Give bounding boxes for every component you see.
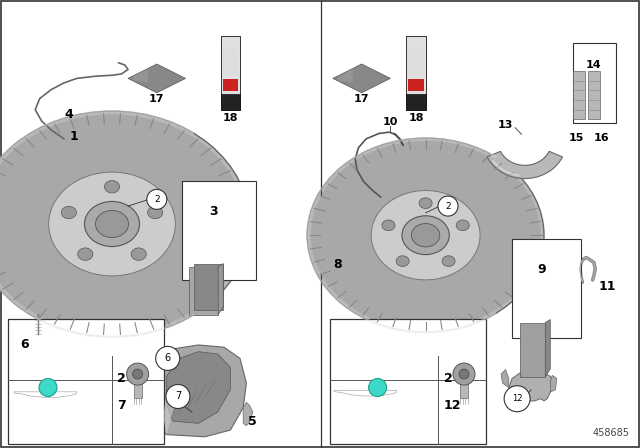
Bar <box>330 319 486 444</box>
Text: 17: 17 <box>149 94 164 103</box>
Ellipse shape <box>84 202 140 246</box>
Text: 9: 9 <box>538 263 547 276</box>
Text: 12: 12 <box>444 399 461 412</box>
Text: 17: 17 <box>354 94 369 103</box>
Polygon shape <box>520 323 545 377</box>
Polygon shape <box>333 64 390 93</box>
Polygon shape <box>132 376 143 383</box>
Polygon shape <box>163 390 179 435</box>
Ellipse shape <box>131 248 147 260</box>
Polygon shape <box>550 375 557 392</box>
Text: 7: 7 <box>117 399 126 412</box>
Bar <box>408 79 424 90</box>
Polygon shape <box>189 267 218 314</box>
Ellipse shape <box>382 220 395 231</box>
Text: 4: 4 <box>65 108 74 121</box>
Bar <box>512 239 581 338</box>
Text: 15: 15 <box>568 133 584 143</box>
Circle shape <box>127 363 148 385</box>
Circle shape <box>459 369 469 379</box>
Bar <box>223 79 238 90</box>
Polygon shape <box>487 151 563 179</box>
Polygon shape <box>166 352 230 423</box>
Polygon shape <box>458 376 470 383</box>
Ellipse shape <box>95 211 129 237</box>
Ellipse shape <box>148 206 163 219</box>
Bar <box>573 43 616 123</box>
Text: 18: 18 <box>223 113 238 123</box>
Text: 3: 3 <box>209 205 218 218</box>
Ellipse shape <box>456 220 469 231</box>
Text: 14: 14 <box>586 60 602 70</box>
Polygon shape <box>509 370 554 401</box>
Text: 5: 5 <box>248 414 257 428</box>
Ellipse shape <box>419 198 432 208</box>
Polygon shape <box>150 345 246 437</box>
Circle shape <box>166 384 190 409</box>
Ellipse shape <box>49 172 175 276</box>
Text: 18: 18 <box>408 113 424 123</box>
Circle shape <box>453 363 475 385</box>
Text: 13: 13 <box>498 120 513 129</box>
Ellipse shape <box>0 115 246 333</box>
Text: 12: 12 <box>512 394 522 403</box>
Polygon shape <box>588 71 600 119</box>
Bar <box>221 36 240 110</box>
Circle shape <box>504 386 530 412</box>
Ellipse shape <box>402 216 449 254</box>
Circle shape <box>438 196 458 216</box>
Text: 2: 2 <box>154 195 159 204</box>
Text: 1: 1 <box>69 130 78 143</box>
Bar <box>8 319 164 444</box>
Circle shape <box>39 379 57 396</box>
Text: 2: 2 <box>444 372 452 385</box>
Polygon shape <box>460 383 468 398</box>
Text: 16: 16 <box>594 133 609 143</box>
Polygon shape <box>218 263 223 314</box>
Text: 2: 2 <box>445 202 451 211</box>
Text: 6: 6 <box>164 353 171 363</box>
Polygon shape <box>501 370 509 388</box>
Ellipse shape <box>396 256 409 267</box>
Ellipse shape <box>0 111 250 337</box>
Bar <box>182 181 256 280</box>
Ellipse shape <box>61 206 76 219</box>
Bar <box>406 94 426 110</box>
Bar <box>408 49 424 74</box>
Ellipse shape <box>412 224 440 247</box>
Bar <box>221 94 240 110</box>
Ellipse shape <box>77 248 93 260</box>
Circle shape <box>132 369 143 379</box>
Polygon shape <box>128 64 186 93</box>
Text: 10: 10 <box>383 117 398 127</box>
Text: 8: 8 <box>333 258 342 271</box>
Polygon shape <box>134 383 141 398</box>
Circle shape <box>147 190 167 209</box>
Polygon shape <box>338 69 353 83</box>
Ellipse shape <box>311 141 540 329</box>
Bar <box>406 36 426 110</box>
Polygon shape <box>243 402 253 426</box>
Ellipse shape <box>371 190 480 280</box>
Bar <box>223 49 238 74</box>
Text: 458685: 458685 <box>593 428 630 438</box>
Ellipse shape <box>442 256 455 267</box>
Text: 2: 2 <box>117 372 126 385</box>
Polygon shape <box>133 69 148 83</box>
Ellipse shape <box>307 138 544 332</box>
Polygon shape <box>195 263 223 310</box>
Circle shape <box>369 379 387 396</box>
Polygon shape <box>573 71 585 119</box>
Polygon shape <box>545 319 550 377</box>
Text: 7: 7 <box>175 392 181 401</box>
Text: 11: 11 <box>598 280 616 293</box>
Text: 6: 6 <box>20 338 29 352</box>
Circle shape <box>156 346 180 370</box>
Ellipse shape <box>104 181 120 193</box>
